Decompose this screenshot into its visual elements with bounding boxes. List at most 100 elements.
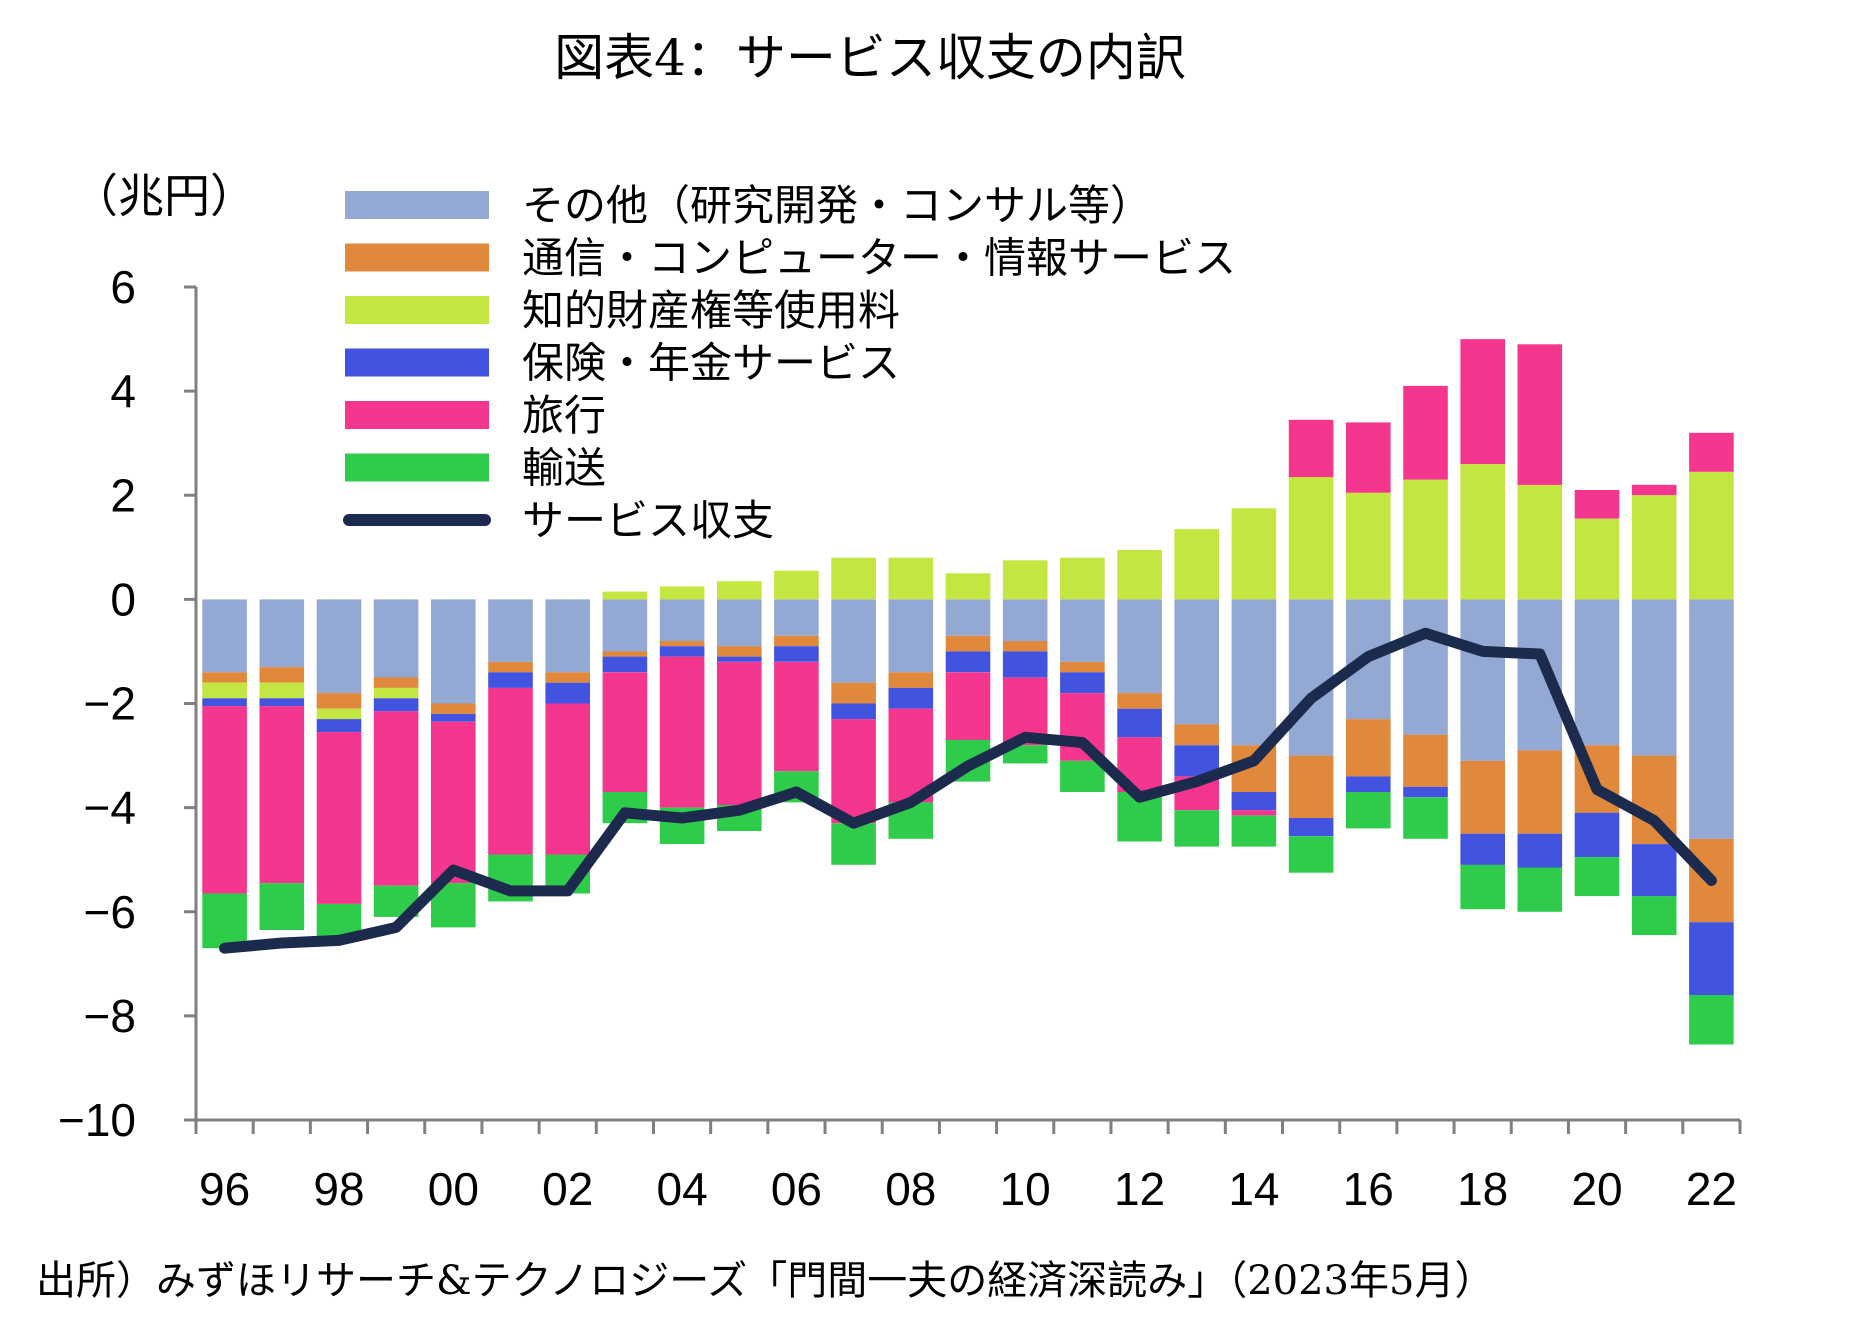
bar-segment-series-1-01 <box>488 661 533 673</box>
bar-segment-series-1-09 <box>945 635 991 652</box>
bar-segment-series-4-99 <box>373 711 419 886</box>
bar-segment-series-3-10 <box>1002 651 1048 678</box>
bar-segment-series-0-20 <box>1574 599 1620 746</box>
bar-segment-series-2-19 <box>1517 484 1563 600</box>
legend-label: 輸送 <box>522 444 606 493</box>
chart-title: 図表4：サービス収支の内訳 <box>554 29 1186 87</box>
bar-segment-series-4-09 <box>945 672 991 740</box>
bar-segment-series-2-98 <box>316 708 362 720</box>
bar-segment-series-4-21 <box>1631 484 1677 496</box>
bar-segment-series-2-12 <box>1117 549 1162 600</box>
bar-segment-series-0-07 <box>831 599 876 683</box>
bar-segment-series-0-02 <box>545 599 590 673</box>
bar-segment-series-2-99 <box>373 687 419 699</box>
bar-segment-series-3-16 <box>1346 776 1391 792</box>
y-tick-label: 0 <box>110 573 136 625</box>
bar-segment-series-0-22 <box>1689 599 1734 839</box>
bar-segment-series-1-13 <box>1174 724 1219 746</box>
bar-segment-series-2-06 <box>774 570 819 600</box>
bar-segment-series-2-07 <box>831 557 876 600</box>
bar-segment-series-1-97 <box>259 667 305 683</box>
bar-segment-series-3-05 <box>717 656 762 662</box>
bar-segment-series-3-21 <box>1631 844 1677 897</box>
source-note: 出所）みずほリサーチ&テクノロジーズ「門間一夫の経済深読み」（2023年5月） <box>36 1258 1495 1304</box>
y-tick-label: −10 <box>58 1094 136 1146</box>
bar-segment-series-2-22 <box>1689 471 1734 600</box>
legend: その他（研究開発・コンサル等）通信・コンピューター・情報サービス知的財産権等使用… <box>343 181 1236 545</box>
bar-segment-series-4-03 <box>602 672 648 792</box>
y-unit-label: （兆円） <box>72 169 256 223</box>
bar-segment-series-0-96 <box>202 599 247 673</box>
bar-segment-series-1-15 <box>1288 755 1334 819</box>
bar-segment-series-3-12 <box>1117 708 1162 738</box>
x-tick-label: 00 <box>428 1163 479 1215</box>
legend-label: 通信・コンピューター・情報サービス <box>522 234 1236 283</box>
bar-segment-series-2-05 <box>717 581 762 600</box>
x-tick-label: 04 <box>656 1163 707 1215</box>
bar-segment-series-2-13 <box>1174 529 1219 600</box>
y-tick-label: −4 <box>84 782 136 834</box>
bar-segment-series-4-04 <box>659 656 705 808</box>
bar-segment-series-5-07 <box>831 823 876 865</box>
bar-segment-series-5-18 <box>1460 864 1505 910</box>
x-tick-label: 10 <box>1000 1163 1051 1215</box>
x-tick-label: 14 <box>1228 1163 1279 1215</box>
bar-segment-series-3-96 <box>202 698 247 707</box>
bar-segment-series-3-02 <box>545 682 590 704</box>
bar-segment-series-3-09 <box>945 651 991 673</box>
bar-segment-series-3-01 <box>488 672 533 688</box>
bar-segment-series-5-14 <box>1231 815 1277 847</box>
bar-segment-series-1-96 <box>202 672 247 683</box>
bar-segment-series-3-19 <box>1517 833 1563 868</box>
bar-segment-series-1-12 <box>1117 693 1162 709</box>
bar-segment-series-0-09 <box>945 599 991 636</box>
y-tick-label: 4 <box>110 365 136 417</box>
y-tick-label: −2 <box>84 678 136 730</box>
x-tick-label: 06 <box>771 1163 822 1215</box>
bar-segment-series-2-97 <box>259 682 305 699</box>
y-tick-label: 6 <box>110 261 136 313</box>
bar-segment-series-3-03 <box>602 656 648 673</box>
bar-segment-series-4-16 <box>1346 422 1391 493</box>
bar-segment-series-4-97 <box>259 706 305 884</box>
bar-segment-series-1-18 <box>1460 760 1505 834</box>
legend-swatch <box>345 243 489 272</box>
bar-segment-series-4-96 <box>202 706 247 894</box>
bar-segment-series-5-16 <box>1346 792 1391 829</box>
bar-segment-series-2-03 <box>602 591 648 600</box>
bar-segment-series-5-97 <box>259 883 305 930</box>
x-tick-label: 96 <box>199 1163 250 1215</box>
bar-segment-series-5-21 <box>1631 896 1677 936</box>
x-tick-label: 08 <box>885 1163 936 1215</box>
bar-segment-series-1-98 <box>316 693 362 709</box>
x-tick-label: 20 <box>1571 1163 1622 1215</box>
bar-segment-series-3-14 <box>1231 792 1277 811</box>
bar-segment-series-3-06 <box>774 646 819 662</box>
bar-segment-series-3-99 <box>373 698 419 712</box>
bar-segment-series-3-00 <box>431 713 476 722</box>
bar-segment-series-5-13 <box>1174 810 1219 847</box>
bar-segment-series-4-05 <box>717 661 762 806</box>
bar-segment-series-0-00 <box>431 599 476 704</box>
bar-segment-series-0-17 <box>1403 599 1448 735</box>
legend-swatch <box>345 296 489 324</box>
bar-segment-series-3-11 <box>1060 672 1105 694</box>
bar-segment-series-3-97 <box>259 698 305 707</box>
bar-segment-series-2-20 <box>1574 518 1620 600</box>
bar-segment-series-0-08 <box>888 599 934 673</box>
x-tick-label: 02 <box>542 1163 593 1215</box>
legend-swatch <box>345 191 489 219</box>
bar-segment-series-1-04 <box>659 641 705 647</box>
line-layer <box>219 627 1717 954</box>
bar-segment-series-5-19 <box>1517 867 1563 912</box>
bar-segment-series-5-15 <box>1288 836 1334 873</box>
y-tick-label: 2 <box>110 469 136 521</box>
bar-segment-series-0-05 <box>717 599 762 647</box>
bar-segment-series-1-99 <box>373 677 419 688</box>
bar-segment-series-3-98 <box>316 719 362 733</box>
bar-segment-series-3-15 <box>1288 818 1334 837</box>
bar-segment-series-4-98 <box>316 732 362 904</box>
bar-segment-series-4-22 <box>1689 432 1734 472</box>
